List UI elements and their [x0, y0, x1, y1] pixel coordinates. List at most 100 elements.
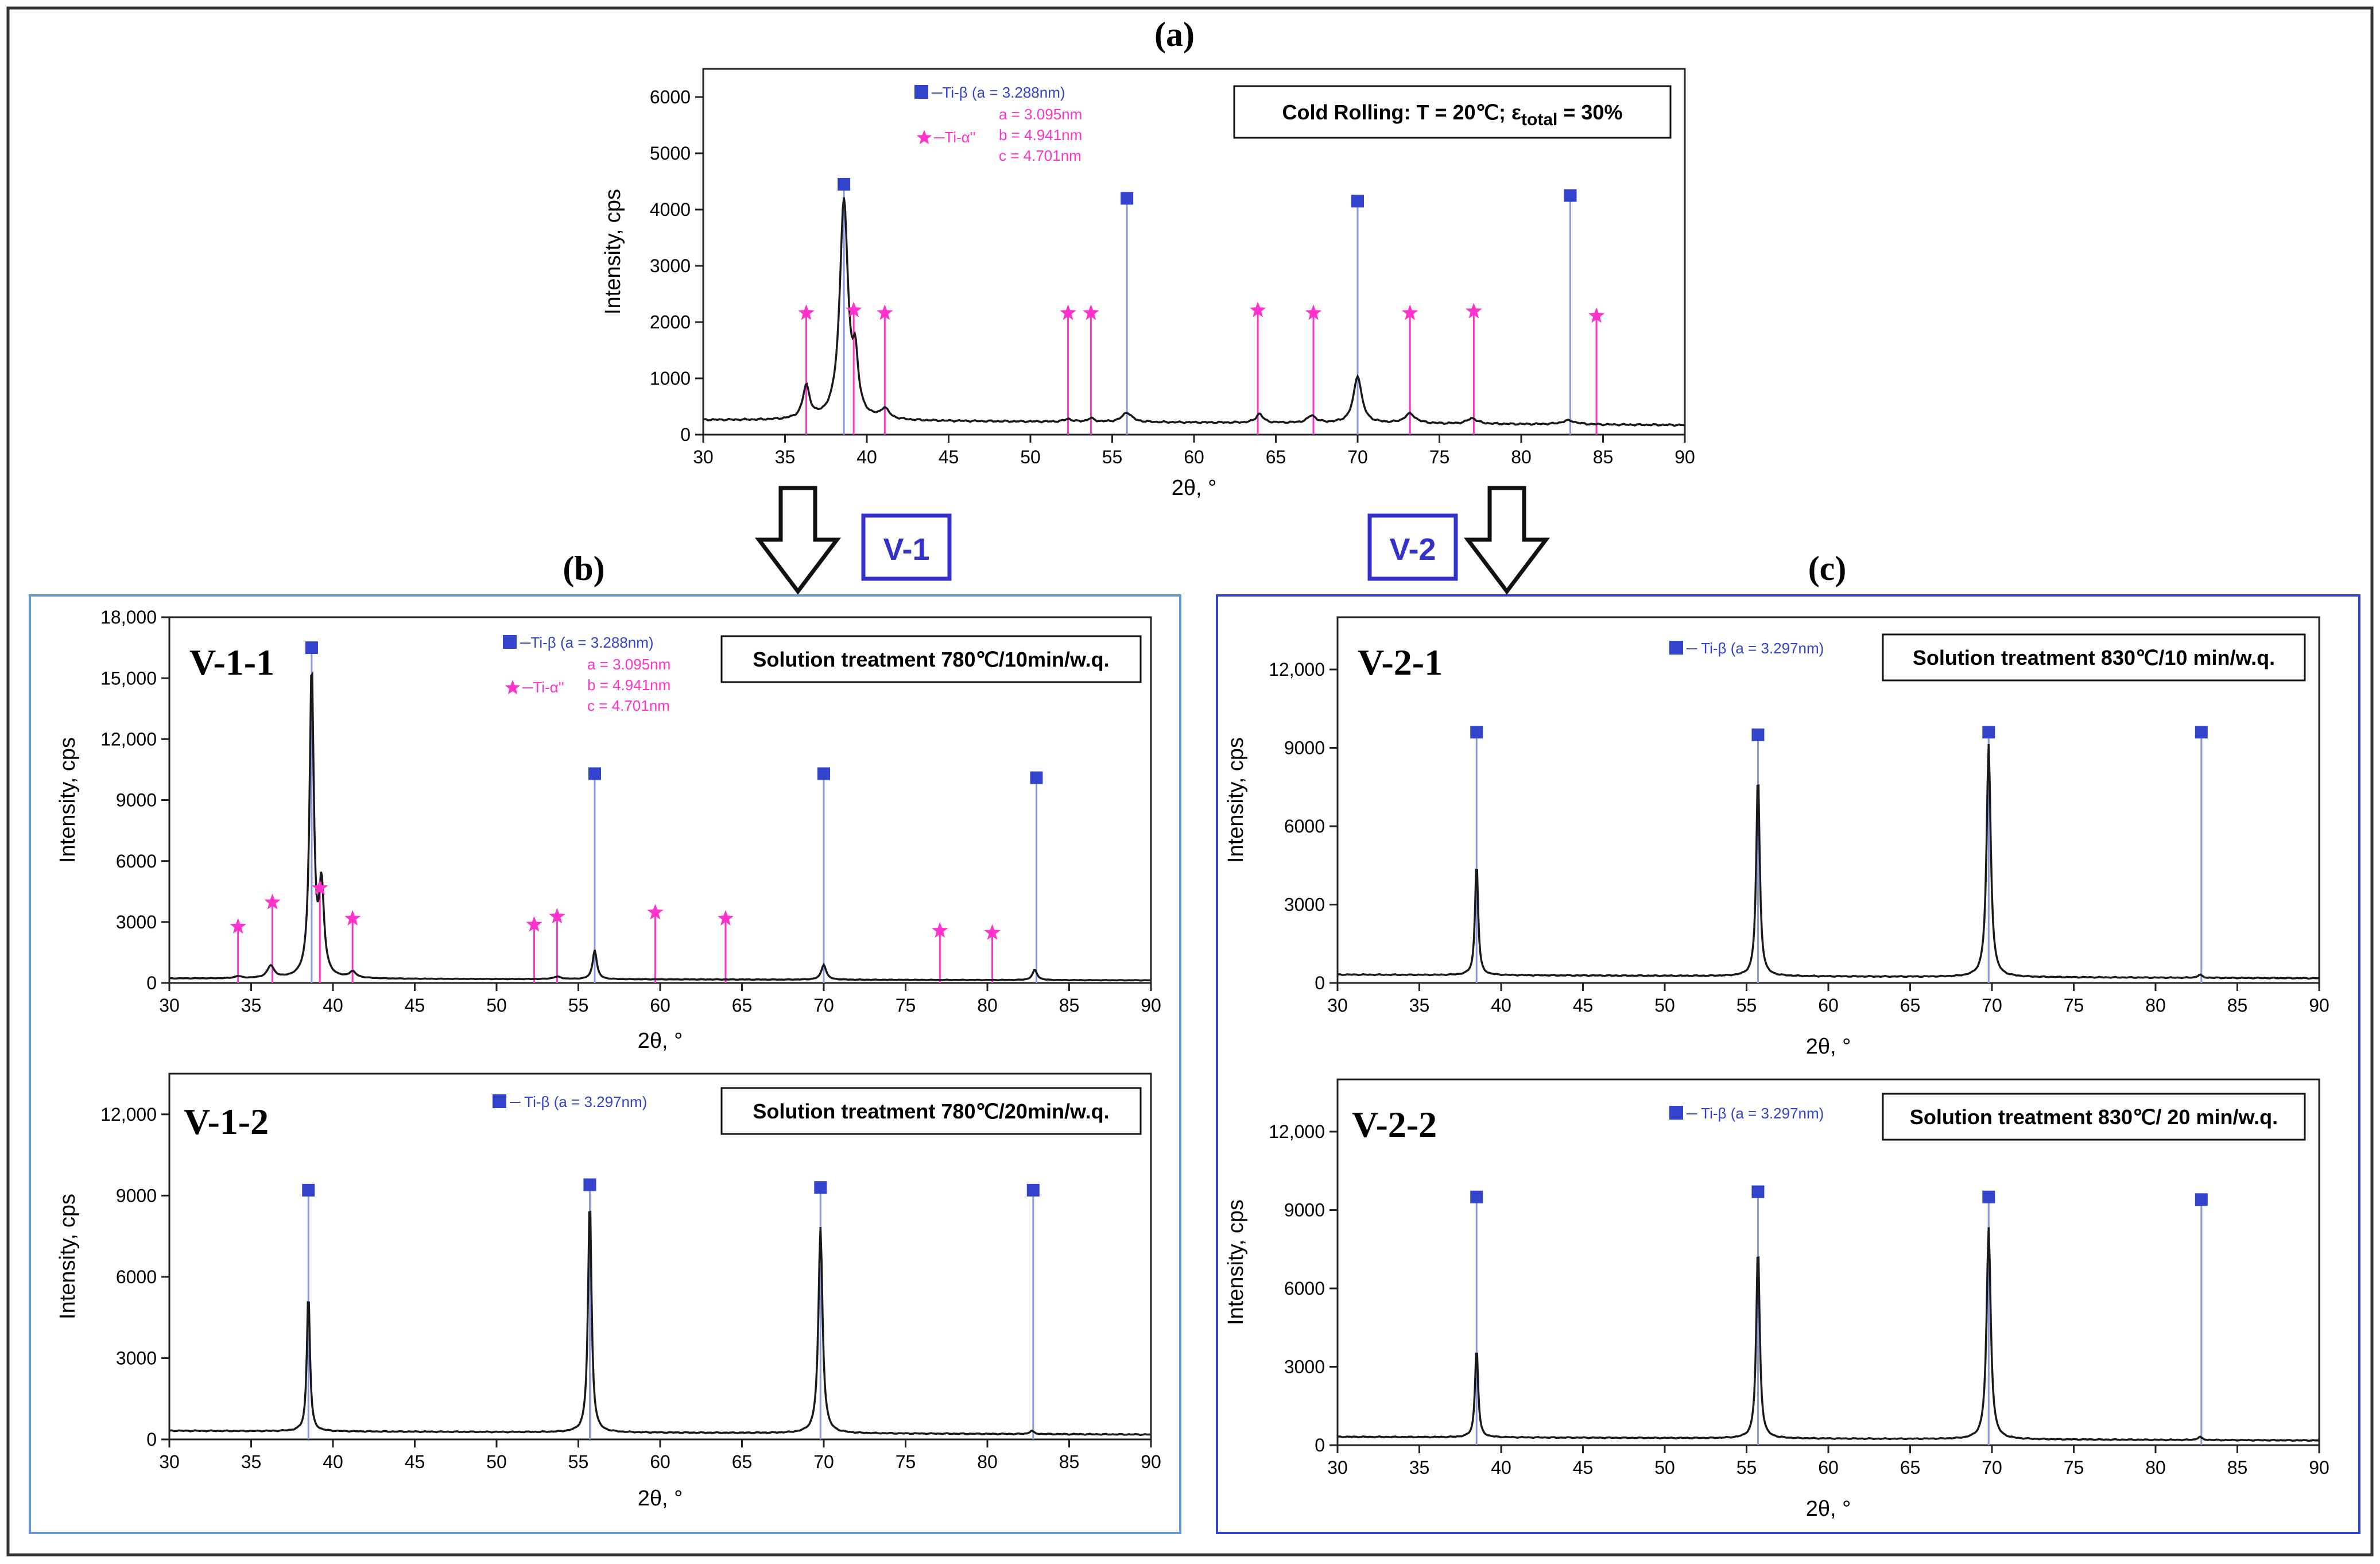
panel-b-frame: [29, 594, 1181, 1534]
xrd-pattern-curve-b2: [169, 1210, 1152, 1437]
x-tick-label-c2-10: 80: [2145, 1457, 2166, 1478]
x-tick-label-c2-0: 30: [1327, 1457, 1348, 1478]
legend-alpha-param-b1-2: c = 4.701nm: [587, 697, 670, 714]
x-tick-label-c1-12: 90: [2309, 995, 2329, 1016]
x-tick-label-b1-7: 65: [732, 995, 753, 1016]
y-axis-label-b1: Intensity, cps: [56, 737, 80, 863]
y-tick-label-c2-4: 12,000: [1269, 1121, 1325, 1142]
condition-text-a: Cold Rolling: T = 20℃; εtotal = 30%: [1282, 100, 1623, 129]
x-axis-label-c1: 2θ, °: [1806, 1035, 1851, 1059]
legend-alpha-param-a-2: c = 4.701nm: [999, 147, 1082, 164]
alpha-star-marker-b1-5: [549, 908, 565, 924]
x-tick-label-b2-4: 50: [486, 1451, 507, 1472]
y-axis-label-c2: Intensity, cps: [1224, 1199, 1248, 1325]
x-tick-label-a-10: 80: [1511, 447, 1532, 467]
legend-alpha-label-a: ─Ti-α'': [933, 129, 976, 146]
y-tick-label-b2-0: 0: [146, 1429, 157, 1450]
alpha-star-marker-b1-8: [932, 922, 948, 938]
condition-text-b2: Solution treatment 780℃/20min/w.q.: [753, 1100, 1109, 1123]
x-tick-label-c2-3: 45: [1573, 1457, 1594, 1478]
beta-square-marker-b1-1: [588, 767, 601, 780]
legend-beta-square-a: [914, 85, 928, 99]
alpha-star-marker-a-3: [1060, 304, 1076, 320]
sample-label-c2: V-2-2: [1352, 1104, 1437, 1145]
condition-box-b1: [720, 635, 1142, 683]
alpha-star-marker-a-8: [1466, 303, 1482, 319]
x-tick-label-c1-6: 60: [1818, 995, 1839, 1016]
beta-square-marker-c1-1: [1751, 728, 1765, 741]
arrow-down-v2-icon: [1463, 486, 1551, 595]
v1-label: V-1: [883, 532, 929, 567]
y-tick-label-b2-2: 6000: [116, 1267, 157, 1287]
beta-square-marker-c1-2: [1982, 726, 1995, 739]
alpha-star-marker-b1-1: [264, 893, 281, 909]
x-tick-label-a-4: 50: [1020, 447, 1041, 467]
x-tick-label-a-6: 60: [1184, 447, 1204, 467]
beta-square-marker-c1-0: [1470, 726, 1483, 739]
alpha-star-marker-b1-6: [647, 904, 664, 920]
legend-alpha-label-b1: ─Ti-α'': [522, 679, 564, 696]
legend-beta-label-b1: ─Ti-β (a = 3.288nm): [520, 634, 654, 651]
beta-square-marker-c2-2: [1982, 1190, 1995, 1203]
y-tick-label-c2-1: 3000: [1284, 1357, 1325, 1377]
y-tick-label-b1-2: 6000: [116, 851, 157, 872]
y-tick-label-c1-4: 12,000: [1269, 659, 1325, 680]
beta-square-marker-c2-3: [2195, 1193, 2208, 1206]
x-tick-label-c1-3: 45: [1573, 995, 1594, 1016]
x-tick-label-b1-8: 70: [813, 995, 834, 1016]
beta-square-marker-b2-1: [583, 1178, 596, 1191]
y-tick-label-b2-3: 9000: [116, 1186, 157, 1206]
x-tick-label-b1-11: 85: [1059, 995, 1080, 1016]
x-tick-label-b2-10: 80: [977, 1451, 998, 1472]
chart-a-cold-rolling: 0 1000 2000 3000 4000 5000 6000 30 35 40 45 50 55 60 6…: [601, 68, 1695, 500]
xrd-pattern-curve-a: [703, 197, 1685, 427]
y-tick-label-b1-1: 3000: [116, 912, 157, 932]
y-tick-label-a-0: 0: [680, 424, 691, 445]
xrd-pattern-curve-c1: [1337, 744, 2320, 980]
v2-label-box: [1367, 513, 1458, 581]
x-tick-label-c1-2: 40: [1491, 995, 1511, 1016]
beta-square-marker-b1-3: [1030, 771, 1043, 784]
x-tick-label-c2-12: 90: [2309, 1457, 2329, 1478]
x-tick-label-b1-12: 90: [1141, 995, 1161, 1016]
x-tick-label-b2-7: 65: [732, 1451, 753, 1472]
x-tick-label-a-2: 40: [856, 447, 877, 467]
condition-box-c1: [1882, 633, 2306, 682]
beta-square-marker-c2-1: [1751, 1185, 1765, 1198]
x-tick-label-a-7: 65: [1266, 447, 1286, 467]
condition-box-c2: [1882, 1093, 2306, 1141]
condition-box-b2: [720, 1087, 1142, 1135]
chart-c1-v-2-1: 0 3000 6000 9000 12,000 30 35 40 45 50 55 60 65 70 75 8…: [1224, 616, 2329, 1059]
x-tick-label-a-5: 55: [1102, 447, 1123, 467]
x-tick-label-b2-12: 90: [1141, 1451, 1161, 1472]
x-tick-label-b1-9: 75: [896, 995, 916, 1016]
x-tick-label-b1-1: 35: [241, 995, 262, 1016]
y-tick-label-a-4: 4000: [650, 199, 691, 220]
chart-c2-v-2-2: 0 3000 6000 9000 12,000 30 35 40 45 50 55 60 65 70 75 8…: [1224, 1078, 2329, 1521]
x-tick-label-b2-0: 30: [159, 1451, 180, 1472]
x-tick-label-a-3: 45: [939, 447, 959, 467]
beta-square-marker-b2-3: [1026, 1183, 1040, 1197]
x-tick-label-b2-9: 75: [896, 1451, 916, 1472]
x-tick-label-a-1: 35: [775, 447, 796, 467]
beta-square-marker-b2-2: [814, 1181, 827, 1194]
condition-box-a: [1233, 85, 1672, 139]
x-tick-label-b2-3: 45: [405, 1451, 425, 1472]
beta-square-marker-b2-0: [302, 1183, 315, 1197]
x-tick-label-c2-7: 65: [1900, 1457, 1921, 1478]
panel-label-a: (a): [1154, 16, 1195, 53]
y-tick-label-c2-3: 9000: [1284, 1200, 1325, 1221]
x-tick-label-a-12: 90: [1674, 447, 1695, 467]
beta-square-marker-a-2: [1351, 195, 1364, 208]
x-tick-label-a-9: 75: [1429, 447, 1450, 467]
x-tick-label-c2-2: 40: [1491, 1457, 1511, 1478]
x-tick-label-b1-6: 60: [650, 995, 670, 1016]
legend-alpha-param-a-1: b = 4.941nm: [999, 126, 1082, 144]
y-axis-label-a: Intensity, cps: [601, 189, 625, 315]
x-axis-label-c2: 2θ, °: [1806, 1497, 1851, 1521]
panel-label-b: (b): [563, 549, 604, 587]
alpha-star-marker-a-5: [1249, 301, 1266, 318]
y-axis-label-b2: Intensity, cps: [56, 1194, 80, 1319]
condition-text-c2: Solution treatment 830℃/ 20 min/w.q.: [1910, 1105, 2278, 1129]
x-tick-label-c2-1: 35: [1409, 1457, 1430, 1478]
